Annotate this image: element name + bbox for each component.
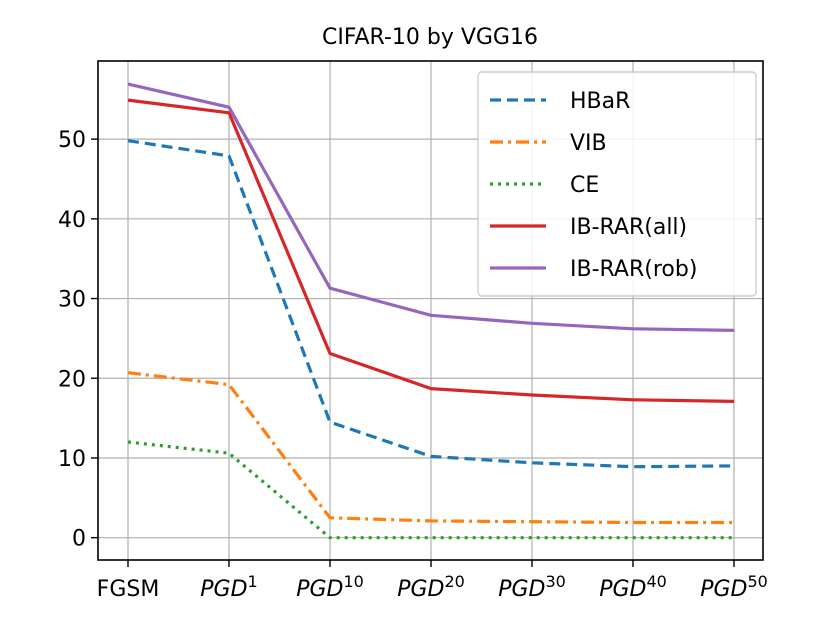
x-axis: FGSM PGD1 PGD10 PGD20 PGD30 PGD40 PGD50 — [97, 560, 768, 602]
y-tick-label-20: 20 — [58, 367, 86, 392]
x-tick-label-PGD1: PGD1 — [200, 572, 257, 602]
legend-label-VIB: VIB — [570, 131, 607, 156]
y-axis: 0 10 20 30 40 50 — [58, 128, 98, 552]
y-tick-label-30: 30 — [58, 288, 86, 313]
x-tick-label-PGD10: PGD10 — [296, 572, 364, 602]
legend-label-IB-RAR(all): IB-RAR(all) — [570, 215, 687, 240]
legend-label-CE: CE — [570, 173, 599, 198]
x-tick-label-PGD40: PGD40 — [599, 572, 667, 602]
legend-label-HBaR: HBaR — [570, 89, 630, 114]
series-line-CE — [127, 440, 734, 540]
legend-box — [477, 71, 757, 297]
x-tick-label-PGD50: PGD50 — [700, 572, 768, 602]
y-tick-label-50: 50 — [58, 128, 86, 153]
chart-title: CIFAR-10 by VGG16 — [322, 25, 538, 50]
series-line-IB-RAR(all) — [127, 98, 735, 403]
x-tick-label-PGD20: PGD20 — [397, 572, 465, 602]
series-layer — [127, 82, 735, 540]
series-line-IB-RAR(rob) — [127, 82, 735, 332]
series-line-HBaR — [127, 139, 735, 469]
legend-label-IB-RAR(rob): IB-RAR(rob) — [570, 257, 697, 282]
x-tick-label-PGD30: PGD30 — [498, 572, 566, 602]
x-tick-label-FGSM: FGSM — [97, 577, 160, 602]
y-tick-label-0: 0 — [72, 527, 86, 552]
y-tick-label-10: 10 — [58, 447, 86, 472]
y-tick-label-40: 40 — [58, 208, 86, 233]
series-line-VIB — [127, 371, 734, 525]
legend: HBaR VIB CE IB-RAR(all) IB-RAR(rob) — [477, 71, 757, 297]
